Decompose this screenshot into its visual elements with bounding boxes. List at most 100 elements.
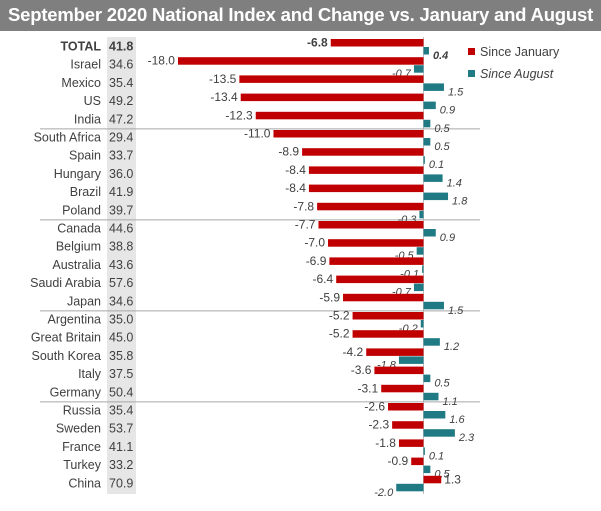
index-value: 39.7 (109, 203, 133, 217)
since-january-label: -7.7 (295, 218, 316, 232)
since-january-bar (240, 93, 424, 102)
index-value: 43.6 (109, 258, 133, 272)
category-label: Spain (69, 149, 101, 163)
index-value: 35.4 (109, 404, 133, 418)
since-january-label: -5.2 (329, 327, 350, 341)
index-value: 36.0 (109, 167, 133, 181)
index-value: 35.8 (109, 349, 133, 363)
since-august-label: 1.1 (443, 396, 458, 408)
index-value: 57.6 (109, 276, 133, 290)
since-august-bar (423, 447, 425, 455)
since-january-label: -3.1 (358, 381, 379, 395)
since-january-bar (308, 166, 424, 174)
since-january-label: -3.6 (351, 363, 372, 377)
since-august-bar (416, 247, 424, 255)
category-label: Germany (50, 385, 102, 399)
category-label: Belgium (56, 240, 101, 254)
index-value: 53.7 (109, 422, 133, 436)
since-august-bar (413, 65, 424, 73)
category-label: India (74, 112, 101, 126)
since-january-bar (330, 39, 424, 47)
since-january-bar (423, 475, 442, 484)
since-january-bar (255, 111, 424, 120)
since-january-label: -8.4 (285, 163, 306, 177)
since-august-bar (423, 301, 444, 310)
category-label: Israel (70, 58, 101, 72)
since-august-label: 0.4 (433, 50, 448, 62)
since-august-label: 0.9 (440, 105, 455, 117)
since-january-label: -13.5 (209, 72, 237, 86)
since-august-bar (423, 138, 431, 146)
index-value: 41.9 (109, 185, 133, 199)
since-january-label: -2.6 (364, 400, 385, 414)
since-january-bar (343, 293, 424, 302)
since-january-bar (329, 257, 424, 265)
since-january-label: -18.0 (148, 54, 176, 68)
chart-title: September 2020 National Index and Change… (8, 4, 594, 25)
since-august-bar (423, 229, 436, 237)
index-value: 34.6 (109, 58, 133, 72)
since-august-label: 1.5 (448, 305, 464, 317)
since-january-label: -2.3 (368, 418, 389, 432)
category-label: China (68, 476, 101, 490)
since-january-bar (317, 202, 424, 211)
since-august-label: 0.1 (429, 159, 444, 171)
since-january-bar (328, 239, 424, 247)
category-label: Japan (67, 294, 101, 308)
index-value: 35.4 (109, 76, 133, 90)
since-august-label: 0.5 (434, 378, 450, 390)
since-august-bar (423, 192, 449, 201)
since-january-bar (302, 148, 424, 156)
title-bar: September 2020 National Index and Change… (0, 0, 601, 31)
since-january-label: -12.3 (225, 108, 253, 122)
since-august-label: 0.1 (429, 450, 444, 462)
since-august-bar (423, 174, 443, 182)
since-august-bar (423, 374, 431, 383)
legend-label-since-january: Since January (480, 45, 560, 59)
since-january-bar (381, 384, 424, 393)
index-value: 49.2 (109, 94, 133, 108)
category-label: Australia (52, 258, 101, 272)
legend-label-since-august: Since August (480, 67, 554, 81)
since-january-bar (239, 75, 424, 83)
since-january-label: -5.9 (319, 290, 340, 304)
since-january-bar (388, 403, 424, 411)
since-august-bar (423, 83, 444, 91)
since-january-label: -0.9 (388, 454, 409, 468)
category-label: Great Britain (31, 331, 101, 345)
since-august-label: -2.0 (374, 487, 394, 499)
category-label: TOTAL (60, 40, 101, 54)
since-august-label: 0.5 (434, 141, 450, 153)
category-label: Poland (62, 203, 101, 217)
index-value: 45.0 (109, 331, 133, 345)
since-august-bar (420, 320, 424, 328)
since-august-bar (419, 210, 424, 219)
legend-swatch-since-january (468, 48, 475, 55)
since-august-bar (423, 47, 429, 55)
category-label: Brazil (70, 185, 101, 199)
category-label: South Korea (32, 349, 102, 363)
index-value: 33.2 (109, 458, 133, 472)
index-value: 37.5 (109, 367, 133, 381)
category-label: US (84, 94, 101, 108)
since-january-label: -6.8 (307, 36, 328, 50)
since-august-label: 1.2 (444, 341, 459, 353)
since-january-bar (308, 184, 424, 193)
category-label: Russia (63, 404, 101, 418)
category-label: Hungary (54, 167, 102, 181)
index-value: 41.8 (109, 40, 133, 54)
since-august-bar (423, 101, 436, 110)
since-january-bar (392, 421, 424, 429)
category-label: Italy (78, 367, 102, 381)
since-january-label: -1.8 (375, 436, 396, 450)
since-august-bar (396, 483, 424, 492)
since-january-label: -7.8 (293, 199, 314, 213)
index-value: 41.1 (109, 440, 133, 454)
category-label: South Africa (34, 131, 101, 145)
since-august-label: 2.3 (458, 432, 475, 444)
category-label: Argentina (47, 313, 101, 327)
index-value: 44.6 (109, 222, 133, 236)
since-january-label: -11.0 (244, 127, 271, 141)
since-august-bar (423, 119, 431, 128)
since-august-bar (422, 265, 424, 273)
